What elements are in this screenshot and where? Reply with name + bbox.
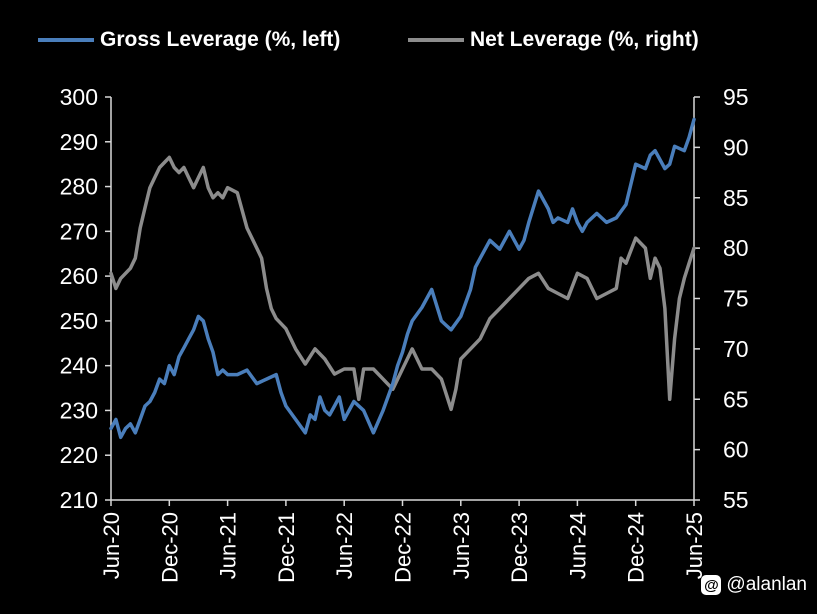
right-tick-label: 65 (723, 386, 749, 412)
axes (110, 97, 695, 501)
legend-label-gross: Gross Leverage (%, left) (100, 28, 341, 51)
series-layer (109, 117, 696, 440)
x-tick-label: Dec-22 (391, 512, 416, 583)
left-tick-label: 260 (60, 263, 98, 289)
right-tick-label: 95 (723, 84, 749, 110)
threads-icon: @ (701, 575, 722, 595)
left-tick-label: 280 (60, 174, 98, 200)
x-tick-label: Jun-20 (99, 512, 124, 579)
x-tick-label: Jun-25 (682, 512, 707, 579)
right-tick-label: 75 (723, 286, 749, 312)
x-tick-label: Dec-24 (624, 512, 649, 583)
x-tick-label: Jun-21 (216, 512, 241, 579)
legend-swatch-gross (38, 38, 94, 42)
left-tick-label: 250 (60, 308, 98, 334)
right-tick-label: 90 (723, 134, 749, 160)
x-tick-label: Jun-24 (565, 512, 590, 579)
right-tick-label: 55 (723, 487, 749, 513)
right-tick-label: 85 (723, 185, 749, 211)
legend-item-gross: Gross Leverage (%, left) (38, 28, 340, 52)
right-axis-ticks: 55 60 65 70 75 80 85 90 95 (694, 84, 749, 513)
series-line-gross-leverage (109, 117, 696, 440)
legend-item-net: Net Leverage (%, right) (408, 28, 699, 52)
right-tick-label: 60 (723, 437, 749, 463)
left-tick-label: 230 (60, 397, 98, 423)
left-tick-label: 240 (60, 353, 98, 379)
left-tick-label: 270 (60, 218, 98, 244)
x-tick-label: Dec-20 (157, 512, 182, 583)
watermark: @ @alanlan (701, 574, 807, 596)
series-line-net-leverage (109, 155, 696, 412)
x-tick-label: Dec-21 (274, 512, 299, 583)
x-tick-label: Jun-22 (332, 512, 357, 579)
watermark-text: @alanlan (726, 574, 807, 595)
legend-label-net: Net Leverage (%, right) (470, 28, 699, 51)
x-tick-label: Dec-23 (507, 512, 532, 583)
right-tick-label: 70 (723, 336, 749, 362)
left-axis-ticks: 210 220 230 240 250 260 270 280 290 300 (60, 84, 111, 513)
x-tick-label: Jun-23 (449, 512, 474, 579)
left-tick-label: 220 (60, 442, 98, 468)
legend-swatch-net (408, 38, 464, 42)
left-tick-label: 300 (60, 84, 98, 110)
right-tick-label: 80 (723, 235, 749, 261)
left-tick-label: 210 (60, 487, 98, 513)
x-axis-ticks: Jun-20 Dec-20 Jun-21 Dec-21 Jun-22 Dec-22 Jun-… (99, 500, 707, 583)
left-tick-label: 290 (60, 129, 98, 155)
legend: Gross Leverage (%, left) Net Leverage (%… (0, 28, 817, 62)
